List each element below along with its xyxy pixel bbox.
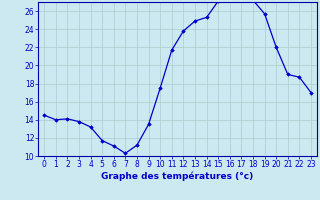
X-axis label: Graphe des températures (°c): Graphe des températures (°c) — [101, 172, 254, 181]
